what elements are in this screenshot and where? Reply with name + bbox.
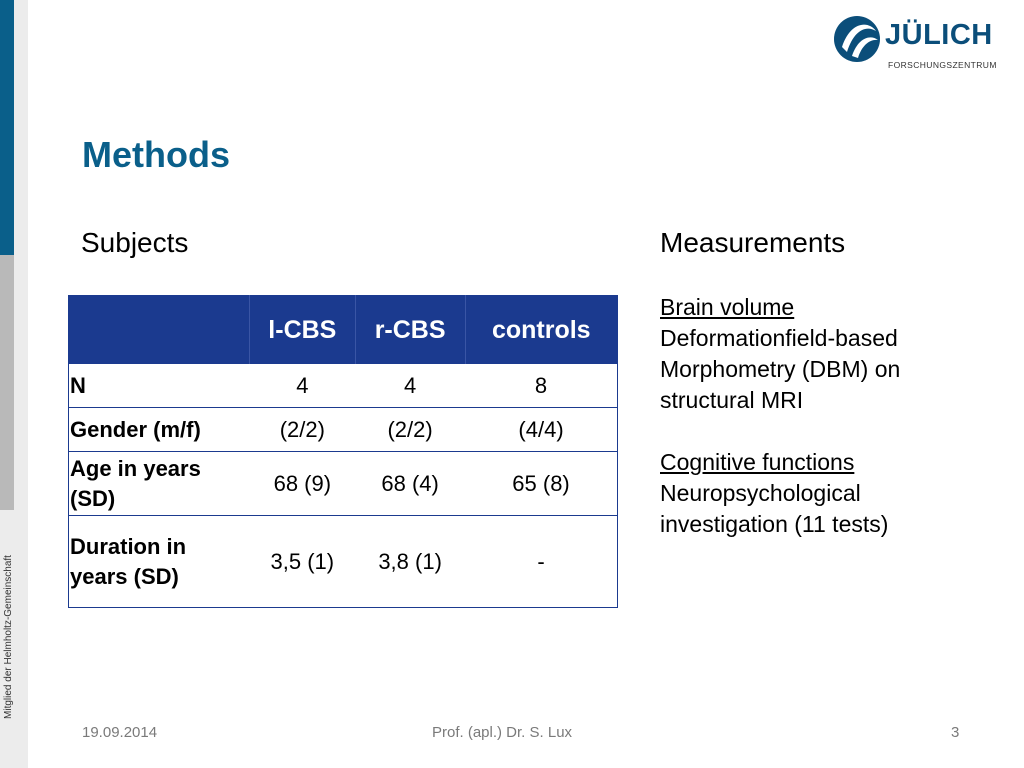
table-cell: (2/2): [355, 407, 466, 452]
measurement-heading: Brain volume: [660, 294, 795, 320]
measurement-text: Deformationfield-based Morphometry (DBM)…: [660, 325, 901, 413]
logo-name: JÜLICH: [885, 19, 993, 51]
side-bar-blue: [0, 0, 14, 255]
slide-title: Methods: [82, 134, 230, 175]
table-cell: 4: [249, 363, 356, 408]
table-cell: 4: [355, 363, 466, 408]
table-row: Age in years (SD) 68 (9) 68 (4) 65 (8): [68, 451, 618, 516]
logo-subtitle: FORSCHUNGSZENTRUM: [888, 60, 997, 70]
measurements-heading: Measurements: [660, 227, 846, 258]
helmholtz-caption: Mitglied der Helmholtz-Gemeinschaft: [3, 555, 14, 719]
table-header-cell: [68, 295, 250, 364]
page-number: 3: [951, 724, 960, 741]
row-label: Gender (m/f): [68, 407, 250, 452]
measurement-text: Neuropsychological investigation (11 tes…: [660, 480, 889, 537]
row-label: Duration in years (SD): [68, 515, 250, 608]
table-cell: 68 (9): [249, 451, 356, 516]
measurements-list: Brain volume Deformationfield-based Morp…: [660, 292, 960, 540]
measurement-heading: Cognitive functions: [660, 449, 855, 475]
table-cell: (2/2): [249, 407, 356, 452]
table-header-cell: r-CBS: [355, 295, 466, 364]
table-cell: 8: [465, 363, 618, 408]
subjects-table: l-CBS r-CBS controls N 4 4 8 Gender (m/f…: [68, 295, 618, 608]
row-label: N: [68, 363, 250, 408]
table-row: Duration in years (SD) 3,5 (1) 3,8 (1) -: [68, 515, 618, 608]
footer-author: Prof. (apl.) Dr. S. Lux: [432, 724, 573, 741]
table-row: N 4 4 8: [68, 363, 618, 408]
side-bar-grey: [0, 255, 14, 510]
table-cell: 3,5 (1): [249, 515, 356, 608]
table-cell: 65 (8): [465, 451, 618, 516]
row-label: Age in years (SD): [68, 451, 250, 516]
juelich-logo-icon: [834, 16, 880, 62]
measurement-item: Brain volume Deformationfield-based Morp…: [660, 292, 960, 416]
footer-date: 19.09.2014: [82, 724, 158, 741]
table-cell: (4/4): [465, 407, 618, 452]
table-header-row: l-CBS r-CBS controls: [68, 295, 618, 364]
table-row: Gender (m/f) (2/2) (2/2) (4/4): [68, 407, 618, 452]
measurement-item: Cognitive functions Neuropsychological i…: [660, 447, 960, 540]
subjects-heading: Subjects: [81, 227, 189, 258]
table-cell: 68 (4): [355, 451, 466, 516]
table-header-cell: controls: [491, 315, 591, 344]
table-header-cell: l-CBS: [249, 295, 356, 364]
table-cell: 3,8 (1): [355, 515, 466, 608]
juelich-logo: JÜLICH FORSCHUNGSZENTRUM: [832, 14, 1002, 76]
table-cell: -: [465, 515, 618, 608]
